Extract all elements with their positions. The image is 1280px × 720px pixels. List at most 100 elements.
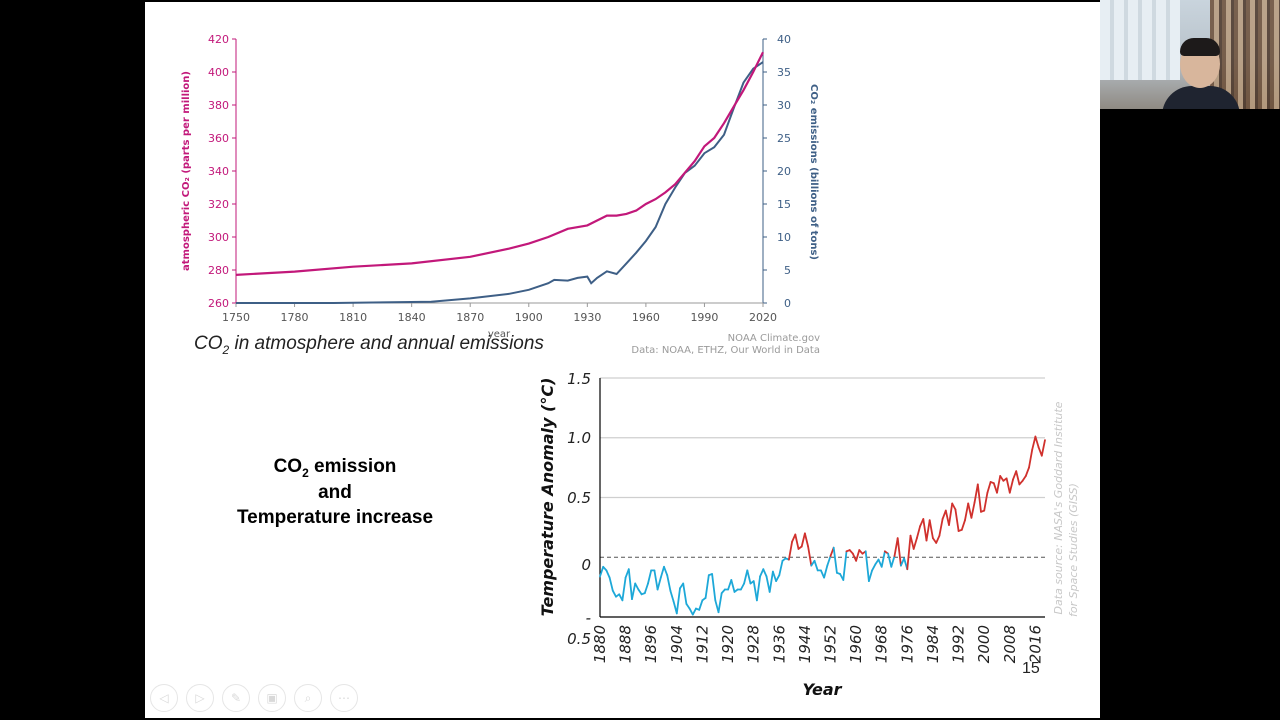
co2-x-tick-label: 1840	[398, 311, 426, 324]
temp-x-tick-label: 1976	[898, 625, 916, 663]
temp-anomaly-segment	[868, 569, 873, 582]
co2-right-tick-label: 30	[777, 99, 791, 112]
temp-anomaly-segment	[887, 552, 893, 568]
temp-x-tick-label: 1888	[617, 625, 635, 663]
temp-anomaly-segment	[608, 576, 614, 592]
temp-y-tick-label: 1.5	[567, 370, 591, 388]
co2-right-tick-label: 35	[777, 66, 791, 79]
temp-anomaly-segment	[800, 532, 806, 548]
temp-anomaly-segment	[730, 579, 736, 593]
zoom-icon[interactable]: ⌕	[294, 684, 322, 712]
webcam-video	[1100, 0, 1280, 109]
co2-right-label: CO₂ emissions (billions of tons)	[808, 84, 819, 260]
more-icon[interactable]: ⋯	[330, 684, 358, 712]
temp-anomaly-segment	[935, 534, 941, 544]
temp-x-tick-label: 1904	[668, 625, 686, 663]
temp-x-tick-label: 1896	[642, 625, 660, 663]
temp-anomaly-segment	[890, 555, 896, 568]
temp-anomaly-segment	[1034, 435, 1040, 449]
temp-anomaly-segment	[653, 569, 659, 591]
co2-left-tick-label: 420	[208, 33, 229, 46]
temp-anomaly-segment	[832, 546, 838, 574]
heading-sub: 2	[302, 465, 309, 480]
temp-anomaly-segment	[675, 587, 681, 615]
temp-anomaly-segment	[912, 537, 918, 550]
prev-icon[interactable]: ◁	[150, 684, 178, 712]
temp-anomaly-segment	[1015, 470, 1021, 486]
temp-x-tick-label: 1984	[924, 625, 942, 663]
temp-x-tick-label: 1944	[796, 625, 814, 663]
temp-anomaly-segment	[717, 592, 723, 614]
temp-anomaly-segment	[954, 508, 960, 532]
temp-anomaly-segment	[996, 475, 1002, 494]
temp-anomaly-segment	[685, 603, 691, 610]
temp-anomaly-segment	[743, 569, 749, 585]
temp-x-tick-label: 1928	[745, 625, 763, 663]
temp-anomaly-segment	[999, 475, 1005, 482]
temp-anomaly-segment	[804, 532, 809, 548]
temp-anomaly-segment	[663, 565, 669, 577]
temp-anomaly-segment	[842, 550, 848, 581]
co2-left-tick-label: 400	[208, 66, 229, 79]
temp-anomaly-segment	[762, 568, 768, 578]
temp-anomaly-segment	[967, 502, 973, 519]
temp-anomaly-segment	[643, 582, 649, 594]
co2-right-tick-label: 5	[784, 264, 791, 277]
next-icon[interactable]: ▷	[186, 684, 214, 712]
temp-x-tick-label: 1920	[719, 625, 737, 663]
temp-anomaly-segment	[698, 599, 704, 611]
temp-anomaly-segment	[909, 534, 915, 550]
temp-anomaly-segment	[976, 483, 982, 513]
pen-icon[interactable]: ✎	[222, 684, 250, 712]
temp-anomaly-segment	[938, 518, 944, 537]
temp-x-label: Year	[802, 680, 842, 699]
temp-anomaly-segment	[925, 519, 931, 542]
temp-anomaly-segment	[1005, 477, 1011, 494]
temp-anomaly-segment	[637, 588, 643, 596]
temp-anomaly-segment	[752, 580, 758, 602]
co2-emissions-line	[236, 61, 764, 304]
temp-anomaly-segment	[823, 564, 829, 579]
heading-line-1: CO2 emission	[205, 456, 465, 480]
co2-right-tick-label: 25	[777, 132, 791, 145]
temp-anomaly-segment	[605, 569, 611, 579]
temp-anomaly-segment	[951, 502, 957, 511]
co2-x-tick-label: 1810	[339, 311, 367, 324]
temp-x-tick-label: 2008	[1001, 625, 1019, 663]
temp-y-tick-label: 0.5	[567, 489, 591, 507]
co2-right-tick-label: 40	[777, 33, 791, 46]
webcam-window	[1100, 0, 1180, 80]
temp-x-tick-label: 1968	[873, 625, 891, 663]
temp-anomaly-segment	[778, 559, 784, 577]
temp-anomaly-segment	[948, 502, 954, 526]
temp-anomaly-segment	[986, 481, 992, 494]
slides-icon[interactable]: ▣	[258, 684, 286, 712]
credit-line-2: Data: NOAA, ETHZ, Our World in Data	[631, 345, 820, 356]
temp-anomaly-segment	[916, 525, 921, 539]
caption-co: CO	[194, 333, 223, 354]
temp-x-tick-label: 2016	[1026, 625, 1044, 663]
temp-y-tick-label: 0	[581, 556, 591, 574]
temp-x-tick-label: 1960	[847, 625, 865, 663]
temp-anomaly-segment	[960, 519, 966, 531]
co2-right-tick-label: 10	[777, 231, 791, 244]
co2-x-tick-label: 1990	[690, 311, 718, 324]
temp-x-tick-label: 1936	[770, 625, 788, 663]
temp-anomaly-segment	[599, 565, 605, 578]
temp-anomaly-segment	[746, 569, 752, 585]
co2-left-label: atmospheric CO₂ (parts per million)	[181, 71, 192, 271]
temp-anomaly-segment	[659, 565, 665, 579]
temp-anomaly-segment	[627, 568, 633, 600]
temp-anomaly-segment	[759, 568, 765, 578]
co2-right-tick-label: 15	[777, 198, 791, 211]
temp-y-label: Temperature Anomaly (°C)	[538, 378, 557, 617]
heading-emission: emission	[308, 456, 397, 477]
temp-anomaly-segment	[647, 569, 653, 585]
webcam-presenter-body	[1162, 86, 1240, 109]
temp-x-tick-label: 1880	[591, 625, 609, 663]
credit-line-1: NOAA Climate.gov	[727, 333, 820, 344]
co2-left-tick-label: 260	[208, 297, 229, 310]
temp-anomaly-segment	[656, 576, 662, 591]
co2-caption: CO2 in atmosphere and annual emissions	[194, 333, 544, 357]
temp-x-tick-label: 2000	[975, 625, 993, 663]
